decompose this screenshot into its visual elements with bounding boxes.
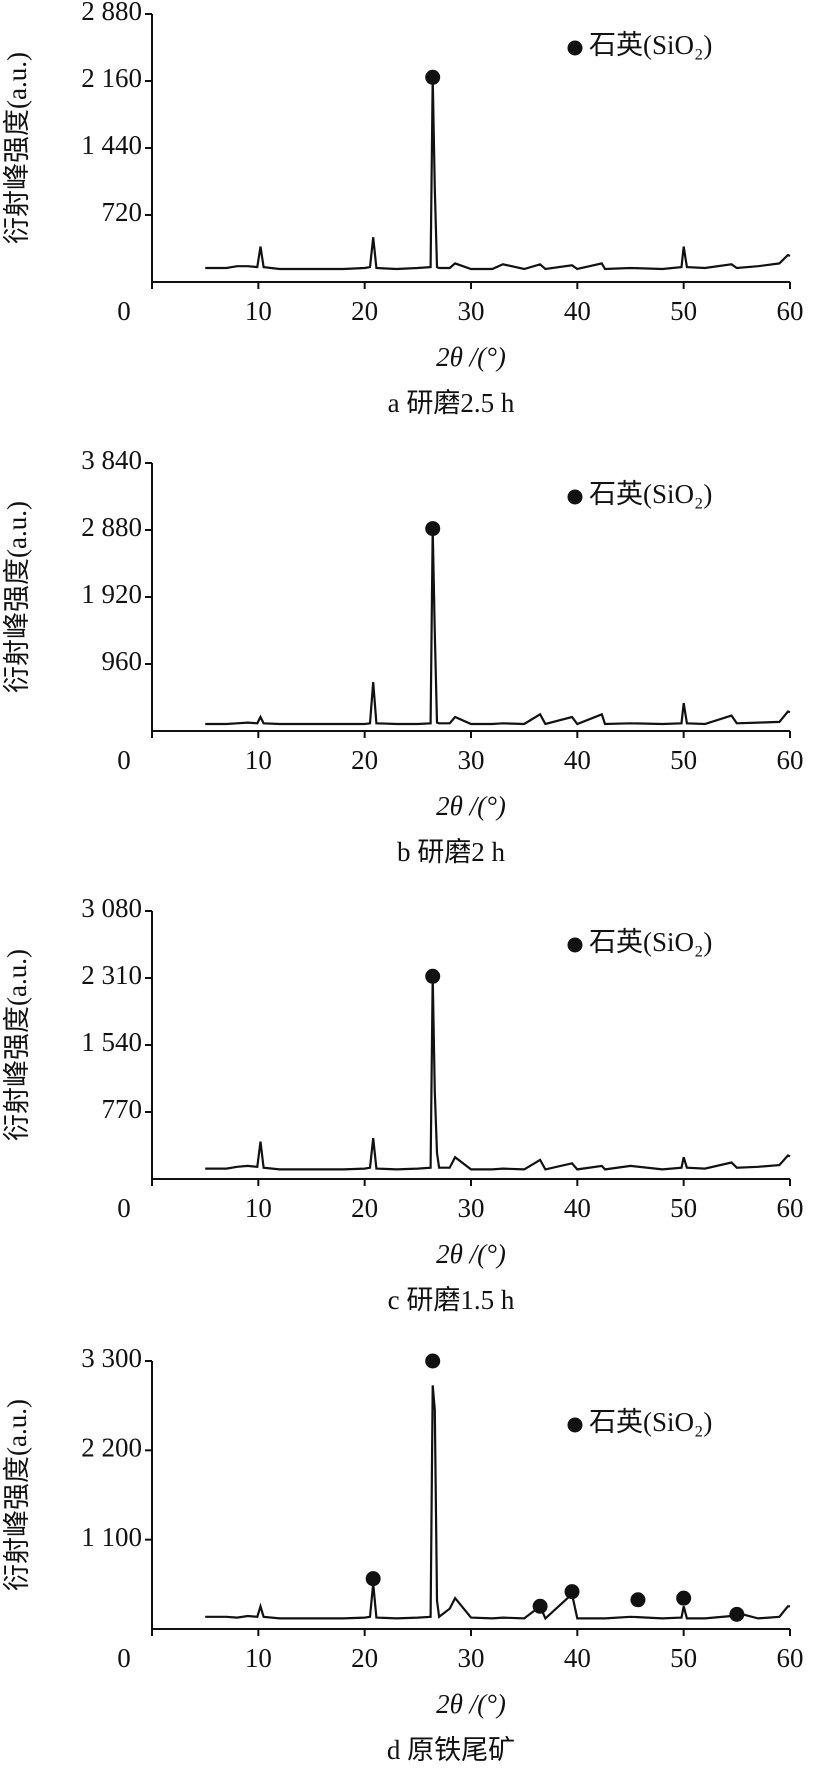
legend-marker — [567, 1417, 583, 1433]
legend-marker — [567, 40, 583, 56]
y-tick-label: 3 840 — [81, 445, 142, 475]
x-tick-label: 10 — [245, 296, 272, 326]
y-tick-label: 960 — [102, 646, 143, 676]
y-axis-title: 衍射峰强度(a.u.) — [2, 52, 32, 244]
y-tick-label: 2 200 — [81, 1433, 142, 1463]
x-tick-label: 40 — [564, 296, 591, 326]
x-tick-label: 20 — [351, 1193, 378, 1223]
x-tick-label: 0 — [117, 1643, 131, 1673]
x-tick-label: 60 — [777, 296, 804, 326]
y-tick-label: 1 920 — [81, 579, 142, 609]
x-tick-label: 30 — [458, 1193, 485, 1223]
y-tick-label: 2 880 — [81, 512, 142, 542]
marker — [425, 968, 441, 984]
panel: 1 100 2 200 3 300 0 10 20 30 40 50 60 2θ /(°) 衍射峰强度… — [2, 1343, 803, 1765]
y-tick-label: 1 100 — [81, 1522, 142, 1552]
x-tick-label: 30 — [458, 296, 485, 326]
legend-label: 石英(SiO₂) — [589, 479, 712, 509]
x-tick-label: 20 — [351, 1643, 378, 1673]
subtitle: b 研磨2 h — [397, 837, 505, 867]
x-tick-label: 20 — [351, 296, 378, 326]
x-tick-label: 50 — [670, 1643, 697, 1673]
x-tick-label: 10 — [245, 1193, 272, 1223]
x-tick-label: 50 — [670, 296, 697, 326]
marker — [532, 1598, 548, 1614]
x-tick-label: 50 — [670, 1193, 697, 1223]
line — [205, 1385, 790, 1621]
marker — [425, 69, 441, 85]
x-tick-label: 60 — [777, 1643, 804, 1673]
x-tick-label: 0 — [117, 745, 131, 775]
legend-marker — [567, 489, 583, 505]
line — [205, 528, 791, 726]
y-axis-title: 衍射峰强度(a.u.) — [2, 949, 32, 1141]
x-tick-label: 0 — [117, 296, 131, 326]
y-tick-label: 3 080 — [81, 893, 142, 923]
line — [205, 976, 791, 1171]
y-axis-title: 衍射峰强度(a.u.) — [2, 501, 32, 693]
x-tick-label: 40 — [564, 745, 591, 775]
marker — [564, 1584, 580, 1600]
y-tick-label: 2 310 — [81, 960, 142, 990]
x-axis-title: 2θ /(°) — [436, 1239, 506, 1269]
y-tick-label: 3 300 — [81, 1343, 142, 1373]
panel: 960 1 920 2 880 3 840 0 10 20 30 40 50 60 2θ /(°) 衍射… — [2, 445, 803, 867]
legend-marker — [567, 937, 583, 953]
x-tick-label: 0 — [117, 1193, 131, 1223]
marker — [425, 1353, 441, 1369]
legend-label: 石英(SiO₂) — [589, 30, 712, 60]
subtitle: c 研磨1.5 h — [388, 1285, 515, 1315]
legend-label: 石英(SiO₂) — [589, 927, 712, 957]
marker — [729, 1606, 745, 1622]
marker — [676, 1590, 692, 1606]
x-tick-label: 60 — [777, 745, 804, 775]
x-tick-label: 10 — [245, 745, 272, 775]
x-tick-label: 60 — [777, 1193, 804, 1223]
legend-label: 石英(SiO₂) — [589, 1407, 712, 1437]
y-tick-label: 720 — [102, 197, 143, 227]
line — [205, 77, 791, 271]
x-tick-label: 40 — [564, 1643, 591, 1673]
y-tick-label: 2 160 — [81, 63, 142, 93]
x-axis-title: 2θ /(°) — [436, 1689, 506, 1719]
x-tick-label: 40 — [564, 1193, 591, 1223]
x-tick-label: 10 — [245, 1643, 272, 1673]
marker — [425, 521, 441, 537]
x-axis-title: 2θ /(°) — [436, 791, 506, 821]
subtitle: d 原铁尾矿 — [387, 1735, 515, 1765]
marker — [630, 1592, 646, 1608]
panel: 720 1 440 2 160 2 880 0 10 20 30 40 50 60 2θ /(°) 衍射… — [2, 0, 803, 418]
panel: 770 1 540 2 310 3 080 0 10 20 30 40 50 60 2θ /(°) 衍射… — [2, 893, 803, 1315]
subtitle: a 研磨2.5 h — [388, 388, 515, 418]
marker — [365, 1571, 381, 1587]
y-tick-label: 2 880 — [81, 0, 142, 26]
y-tick-label: 1 440 — [81, 130, 142, 160]
x-tick-label: 30 — [458, 745, 485, 775]
y-tick-label: 770 — [102, 1094, 143, 1124]
x-tick-label: 20 — [351, 745, 378, 775]
y-axis-title: 衍射峰强度(a.u.) — [2, 1399, 32, 1591]
y-tick-label: 1 540 — [81, 1027, 142, 1057]
x-tick-label: 50 — [670, 745, 697, 775]
x-axis-title: 2θ /(°) — [436, 342, 506, 372]
x-tick-label: 30 — [458, 1643, 485, 1673]
